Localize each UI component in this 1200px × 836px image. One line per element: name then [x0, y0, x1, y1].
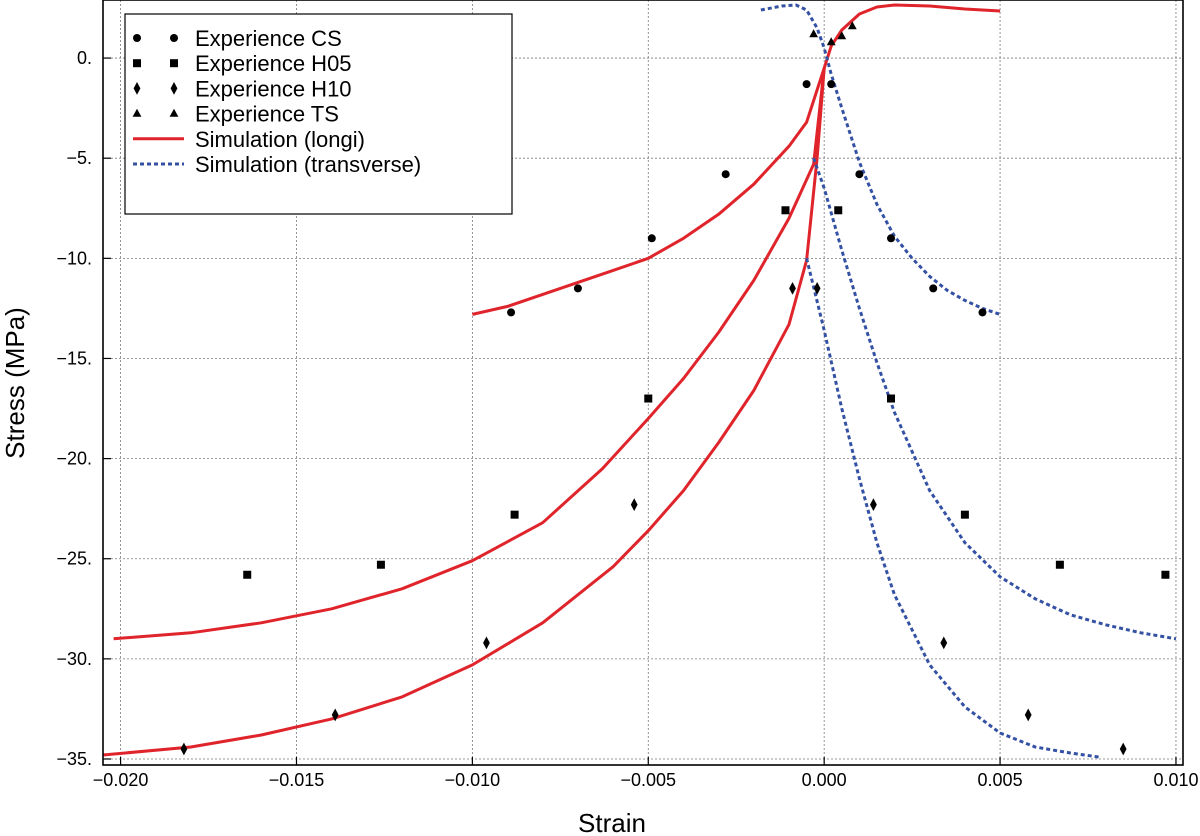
x-tick-label: −0.005 [620, 770, 676, 790]
experience-h05-point [887, 394, 896, 403]
experience-h10-legend-swatch [133, 82, 141, 95]
experience-h05-point [644, 394, 653, 403]
simulation-transverse-curve [805, 257, 1099, 759]
experience-ts-point [837, 31, 847, 40]
experience-h10-point [331, 708, 339, 722]
experience-cs-legend-swatch [133, 34, 141, 42]
simulation-longi-curve [472, 3, 1001, 316]
experience-ts-point [809, 29, 819, 38]
simulation-transverse-curve [760, 3, 1001, 316]
experience-h10-point [813, 281, 821, 295]
simulation-transverse-curve [812, 157, 1177, 641]
experience-ts-point [847, 21, 857, 30]
markers [180, 21, 1170, 756]
experience-h05-legend-swatch [133, 59, 141, 68]
x-tick-label: −0.010 [445, 770, 501, 790]
simulation-longi-curve [113, 67, 826, 641]
x-ticks: −0.020 −0.015 −0.010 −0.005 0.000 0.005 0.010 [93, 757, 1198, 790]
y-tick-label: −25. [56, 549, 92, 569]
experience-ts-legend-swatch [132, 108, 142, 117]
experience-h10-point [789, 281, 796, 295]
experience-h05-point [1055, 560, 1064, 569]
x-tick-label: −0.020 [93, 770, 149, 790]
experience-h10-point [180, 742, 188, 756]
experience-cs-point [647, 234, 656, 243]
experience-cs-point [827, 80, 836, 89]
experience-h05-point [243, 570, 252, 579]
experience-cs-legend-label: Experience CS [195, 26, 342, 51]
experience-h10-point [1119, 742, 1127, 756]
experience-h05-legend-swatch [170, 59, 178, 68]
experience-h05-legend-label: Experience H05 [195, 51, 352, 76]
y-ticks: 0. −5. −10. −15. −20. −25. −30. −35. [56, 48, 111, 769]
experience-cs-point [929, 284, 938, 293]
experience-h10-legend-swatch [170, 82, 178, 95]
experience-cs-point [507, 308, 516, 317]
experience-cs-point [573, 284, 582, 293]
x-tick-label: 0.005 [978, 770, 1023, 790]
simulation-longi-curve [103, 67, 826, 757]
experience-h05-point [376, 560, 385, 569]
y-tick-label: −30. [56, 649, 92, 669]
experience-h10-legend-label: Experience H10 [195, 76, 352, 101]
plot-frame [102, 0, 1184, 766]
experience-h05-point [1161, 570, 1170, 579]
y-tick-label: −5. [66, 148, 92, 168]
experience-h10-point [870, 498, 877, 512]
experience-cs-point [802, 80, 811, 89]
experience-ts-legend-swatch [169, 108, 179, 117]
experience-cs-point [978, 308, 987, 317]
simulation-longi-legend-label: Simulation (longi) [195, 127, 365, 152]
experience-cs-point [721, 170, 730, 179]
y-tick-label: −10. [56, 248, 92, 268]
experience-h10-point [483, 636, 490, 650]
experience-h05-point [510, 510, 519, 519]
y-axis-title: Stress (MPa) [0, 307, 30, 459]
y-tick-label: −15. [56, 348, 92, 368]
legend-box [124, 13, 513, 215]
experience-cs-legend-swatch [170, 34, 178, 42]
x-tick-label: 0.010 [1153, 770, 1198, 790]
y-tick-label: 0. [77, 48, 92, 68]
experience-cs-point [887, 234, 896, 243]
experience-h10-point [1024, 708, 1032, 722]
y-tick-label: −35. [56, 749, 92, 769]
experience-cs-point [855, 170, 864, 179]
experience-h10-point [940, 636, 948, 650]
experience-h05-point [960, 510, 969, 519]
curves [103, 3, 1177, 759]
experience-h05-point [834, 206, 843, 215]
simulation-transverse-legend-label: Simulation (transverse) [195, 152, 421, 177]
y-tick-label: −20. [56, 449, 92, 469]
x-tick-label: 0.000 [802, 770, 847, 790]
experience-h05-point [781, 206, 790, 215]
x-axis-title: Strain [578, 808, 646, 836]
experience-ts-legend-label: Experience TS [195, 102, 339, 127]
x-tick-label: −0.015 [269, 770, 325, 790]
experience-ts-point [826, 37, 836, 46]
experience-h10-point [630, 498, 638, 512]
